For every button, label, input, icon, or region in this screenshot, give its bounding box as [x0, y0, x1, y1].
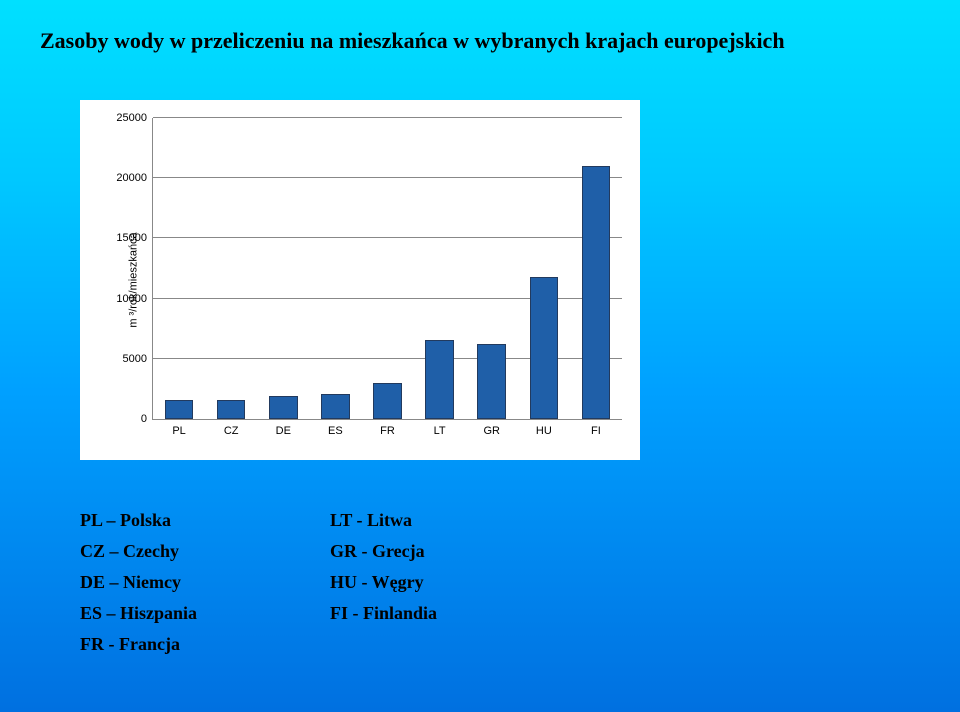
- x-tick-label: LT: [434, 425, 446, 437]
- bar: [425, 340, 454, 419]
- legend-item: PL – Polska: [80, 510, 330, 531]
- legend-col-left: PL – Polska CZ – Czechy DE – Niemcy ES – Hi…: [80, 510, 330, 655]
- legend-item: CZ – Czechy: [80, 541, 330, 562]
- plot-area: 0500010000150002000025000PLCZDEESFRLTGRH…: [152, 118, 622, 420]
- legend-item: FR - Francja: [80, 634, 330, 655]
- x-tick-label: FR: [380, 425, 395, 437]
- gridline: [153, 237, 622, 238]
- x-tick-label: DE: [276, 425, 291, 437]
- y-tick-label: 25000: [116, 112, 147, 124]
- y-tick-label: 5000: [123, 353, 147, 365]
- x-tick-label: HU: [536, 425, 552, 437]
- bar: [530, 277, 559, 419]
- bar: [373, 383, 402, 419]
- bar: [217, 400, 246, 419]
- legend-item: DE – Niemcy: [80, 572, 330, 593]
- x-tick-label: ES: [328, 425, 343, 437]
- x-tick-label: GR: [483, 425, 500, 437]
- y-tick-label: 0: [141, 413, 147, 425]
- gridline: [153, 177, 622, 178]
- legend-item: ES – Hiszpania: [80, 603, 330, 624]
- x-tick-label: CZ: [224, 425, 239, 437]
- x-tick-label: PL: [172, 425, 185, 437]
- bar: [477, 344, 506, 419]
- bar: [165, 400, 194, 419]
- page-title: Zasoby wody w przeliczeniu na mieszkańca…: [40, 28, 920, 54]
- legend-item: GR - Grecja: [330, 541, 580, 562]
- bar-chart: m ³/rok/mieszkańca 050001000015000200002…: [80, 100, 640, 460]
- bar: [582, 166, 611, 419]
- legend-item: HU - Węgry: [330, 572, 580, 593]
- legend-col-right: LT - Litwa GR - Grecja HU - Węgry FI - Finl…: [330, 510, 580, 655]
- y-axis-label: m ³/rok/mieszkańca: [128, 232, 140, 327]
- gridline: [153, 117, 622, 118]
- legend-item: LT - Litwa: [330, 510, 580, 531]
- bar: [269, 396, 298, 419]
- legend: PL – Polska CZ – Czechy DE – Niemcy ES – Hi…: [80, 510, 680, 655]
- x-tick-label: FI: [591, 425, 601, 437]
- y-tick-label: 10000: [116, 293, 147, 305]
- y-tick-label: 20000: [116, 172, 147, 184]
- y-tick-label: 15000: [116, 232, 147, 244]
- bar: [321, 394, 350, 419]
- legend-item: FI - Finlandia: [330, 603, 580, 624]
